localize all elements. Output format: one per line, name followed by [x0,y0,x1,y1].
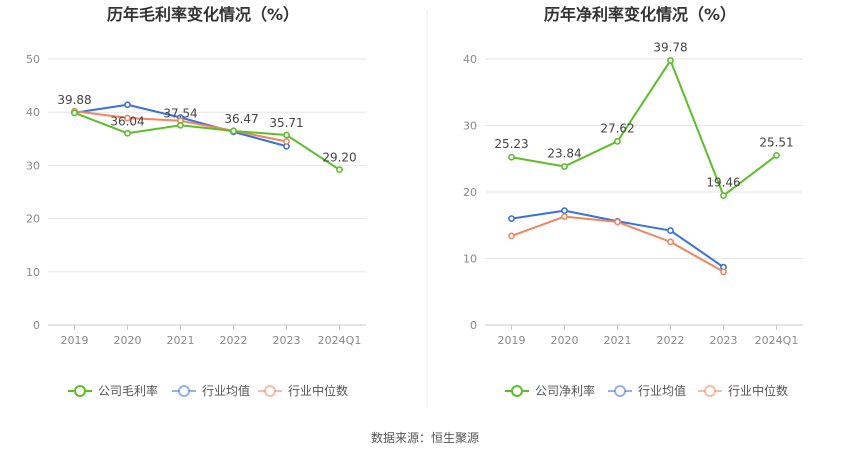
net-margin-x-tick-label: 2020 [551,334,579,347]
net-margin-x-tick-label: 2019 [498,334,526,347]
net-margin-data-label: 25.51 [759,135,793,149]
net-margin-company-point [561,163,568,170]
gross-margin-data-label: 39.88 [57,93,91,107]
net-margin-company-point [667,57,674,64]
net-margin-x-tick-label: 2023 [710,334,738,347]
net-margin-legend-label[interactable]: 行业均值 [638,383,686,398]
gross-margin-x-tick-label: 2020 [114,334,142,347]
gross-margin-industry_median-point [283,138,290,145]
gross-margin-data-label: 36.47 [224,112,258,126]
gross-margin-x-tick-label: 2021 [167,334,195,347]
gross-margin-y-tick-label: 30 [26,159,40,172]
gross-margin-y-tick-label: 0 [33,319,40,332]
net-margin-industry_median-point [561,213,568,221]
net-margin-x-tick-label: 2022 [657,334,685,347]
net-margin-y-tick-label: 30 [463,120,477,133]
gross-margin-data-label: 36.04 [110,114,144,128]
gross-margin-x-tick-label: 2022 [220,334,248,347]
gross-margin-company-point [336,166,343,174]
gross-margin-y-tick-label: 40 [26,106,40,119]
net-margin-industry_avg-point [508,215,515,222]
gross-margin-x-tick-label: 2024Q1 [318,334,362,347]
net-margin-data-label: 27.62 [600,121,634,135]
gross-margin-company-line [74,111,341,171]
gross-margin-data-label: 37.54 [163,106,197,120]
net-margin-industry_median-point [720,268,727,276]
gross-margin-industry_median-point [124,114,131,122]
source-text: 数据来源：恒生聚源 [371,430,479,445]
net-margin-y-tick-label: 40 [463,53,477,66]
net-margin-industry_avg-point [667,227,674,234]
net-margin-x-tick-label: 2021 [604,334,632,347]
net-margin-y-tick-label: 10 [463,253,477,266]
net-margin-legend-swatch-marker[interactable] [704,385,716,397]
net-margin-industry_median-point [667,238,674,246]
gross-margin-legend-swatch-marker[interactable] [178,385,190,397]
gross-margin-x-tick-label: 2019 [61,334,89,347]
net-margin-data-label: 39.78 [653,40,687,54]
gross-margin-y-tick-label: 10 [26,266,40,279]
net-margin-industry_median-point [614,218,621,226]
net-margin-company-line [511,59,778,197]
net-margin-title: 历年净利率变化情况（%） [544,5,736,24]
gross-margin-legend-swatch-marker[interactable] [74,385,86,397]
gross-margin-title: 历年毛利率变化情况（%） [107,5,299,24]
net-margin-industry_avg-point [561,207,568,215]
gross-margin-legend-label[interactable]: 公司毛利率 [98,383,158,398]
net-margin-y-tick-label: 20 [463,186,477,199]
net-margin-data-label: 19.46 [706,176,740,190]
gross-margin-y-tick-label: 50 [26,53,40,66]
gross-margin-data-label: 35.71 [269,116,303,130]
net-margin-data-label: 25.23 [494,137,528,151]
gross-margin-legend-swatch-marker[interactable] [264,385,276,397]
net-margin-company-point [773,151,780,159]
gross-margin-data-label: 29.20 [322,151,356,165]
gross-margin-company-point [283,131,290,139]
gross-margin-company-point [230,127,237,135]
gross-margin-industry_avg-point [124,101,131,109]
net-margin-data-label: 23.84 [547,146,581,160]
net-margin-legend-label[interactable]: 公司净利率 [535,383,595,398]
net-margin-legend-swatch-marker[interactable] [511,385,523,397]
net-margin-company-point [508,153,515,161]
net-margin-industry_median-point [508,232,515,240]
net-margin-x-tick-label: 2024Q1 [755,334,799,347]
gross-margin-y-tick-label: 20 [26,213,40,226]
net-margin-legend-label[interactable]: 行业中位数 [728,383,788,398]
gross-margin-x-tick-label: 2023 [273,334,301,347]
net-margin-company-point [614,137,621,145]
gross-margin-company-point [71,109,78,117]
gross-margin-legend-label[interactable]: 行业中位数 [288,383,348,398]
gross-margin-company-point [124,129,131,137]
gross-margin-legend-label[interactable]: 行业均值 [202,383,250,398]
gross-margin-company-point [177,121,184,129]
net-margin-company-point [720,192,727,199]
net-margin-legend-swatch-marker[interactable] [614,385,626,397]
net-margin-y-tick-label: 0 [470,319,477,332]
